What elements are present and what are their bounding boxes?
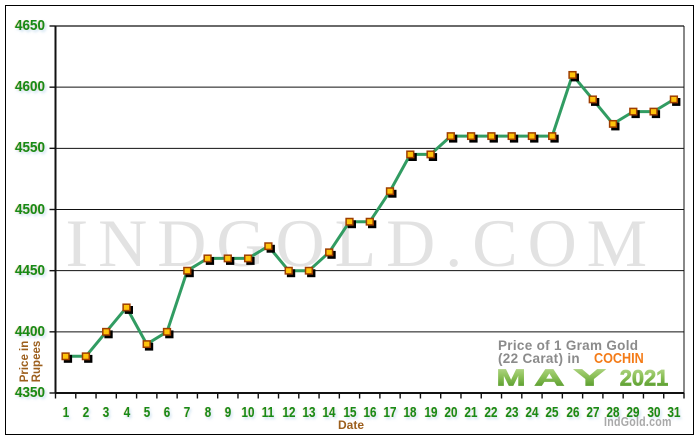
svg-text:A: A <box>534 365 564 391</box>
svg-text:2021: 2021 <box>620 365 669 390</box>
svg-text:M: M <box>496 365 525 391</box>
svg-text:Y: Y <box>574 364 606 390</box>
